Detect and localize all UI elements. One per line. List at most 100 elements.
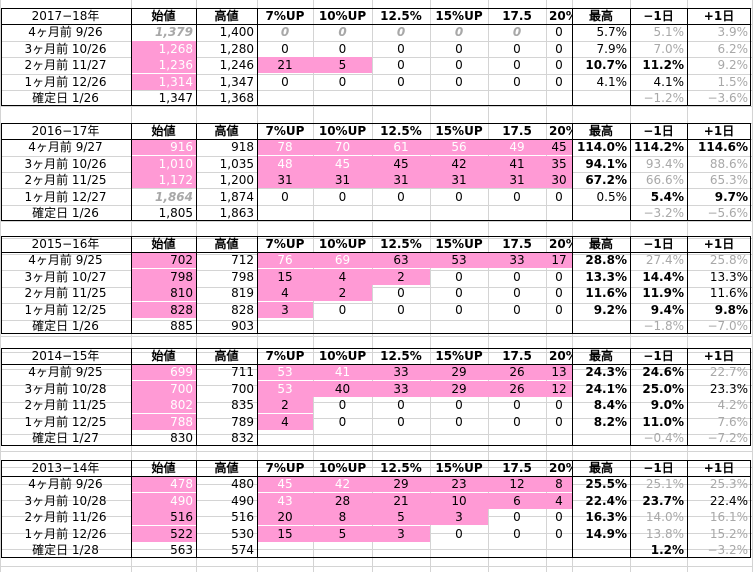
high-value[interactable]: 1,246 bbox=[219, 58, 254, 72]
pct-up-value[interactable]: 5 bbox=[313, 57, 372, 73]
pct-up-value[interactable]: 0 bbox=[555, 398, 563, 412]
max-value[interactable]: 7.9% bbox=[596, 42, 628, 56]
pct-up-value[interactable]: 15 bbox=[257, 269, 313, 285]
pct-up-value[interactable]: 49 bbox=[488, 139, 546, 155]
pct-up-value[interactable]: 42 bbox=[430, 156, 488, 172]
pct-up-value[interactable]: 0 bbox=[555, 190, 563, 204]
start-value[interactable]: 522 bbox=[131, 526, 196, 542]
high-value[interactable]: 700 bbox=[231, 382, 254, 396]
row-label[interactable]: 4ヶ月前 9/26 bbox=[28, 25, 103, 39]
pct-up-value[interactable]: 0 bbox=[338, 42, 347, 56]
plus1-value[interactable]: 23.3% bbox=[709, 382, 748, 396]
confirm-minus1[interactable]: −1.8% bbox=[643, 319, 684, 333]
max-value[interactable]: 67.2% bbox=[585, 173, 627, 187]
confirm-minus1[interactable]: −1.2% bbox=[643, 91, 684, 105]
pct-up-value[interactable]: 0 bbox=[513, 270, 521, 284]
pct-up-value[interactable]: 41 bbox=[313, 364, 372, 380]
confirm-start[interactable]: 885 bbox=[170, 319, 193, 333]
pct-up-value[interactable]: 2 bbox=[257, 397, 313, 413]
high-value[interactable]: 711 bbox=[231, 365, 254, 379]
pct-up-value[interactable]: 0 bbox=[455, 527, 463, 541]
plus1-value[interactable]: 9.7% bbox=[714, 190, 748, 204]
row-label[interactable]: 3ヶ月前 10/26 bbox=[24, 157, 107, 171]
plus1-value[interactable]: 22.4% bbox=[709, 494, 748, 508]
pct-up-value[interactable]: 0 bbox=[555, 510, 563, 524]
max-value[interactable]: 14.9% bbox=[585, 527, 627, 541]
pct-up-value[interactable]: 17 bbox=[546, 252, 572, 268]
plus1-value[interactable]: 9.8% bbox=[714, 303, 748, 317]
plus1-value[interactable]: 1.5% bbox=[717, 75, 749, 89]
confirm-minus1[interactable]: −0.4% bbox=[643, 431, 684, 445]
pct-up-value[interactable]: 4 bbox=[546, 493, 572, 509]
confirm-high[interactable]: 574 bbox=[231, 543, 254, 557]
pct-up-value[interactable]: 0 bbox=[454, 25, 464, 39]
minus1-value[interactable]: 5.1% bbox=[653, 25, 685, 39]
pct-up-value[interactable]: 0 bbox=[555, 286, 563, 300]
pct-up-value[interactable]: 6 bbox=[488, 493, 546, 509]
row-label[interactable]: 2ヶ月前 11/25 bbox=[24, 398, 107, 412]
start-value[interactable]: 1,268 bbox=[131, 41, 196, 57]
max-value[interactable]: 22.4% bbox=[585, 494, 627, 508]
pct-up-value[interactable]: 0 bbox=[455, 58, 463, 72]
row-label[interactable]: 1ヶ月前 12/27 bbox=[24, 190, 107, 204]
pct-up-value[interactable]: 70 bbox=[313, 139, 372, 155]
high-value[interactable]: 712 bbox=[231, 253, 254, 267]
pct-up-value[interactable]: 21 bbox=[372, 493, 430, 509]
row-label[interactable]: 2ヶ月前 11/27 bbox=[24, 58, 107, 72]
confirm-start[interactable]: 563 bbox=[170, 543, 193, 557]
plus1-value[interactable]: 13.3% bbox=[709, 270, 748, 284]
plus1-value[interactable]: 65.3% bbox=[709, 173, 748, 187]
confirm-plus1[interactable]: −7.2% bbox=[707, 431, 748, 445]
high-value[interactable]: 835 bbox=[231, 398, 254, 412]
pct-up-value[interactable]: 45 bbox=[313, 156, 372, 172]
start-value[interactable]: 1,314 bbox=[131, 74, 196, 90]
pct-up-value[interactable]: 48 bbox=[257, 156, 313, 172]
pct-up-value[interactable]: 5 bbox=[313, 526, 372, 542]
max-value[interactable]: 11.6% bbox=[585, 286, 627, 300]
start-value[interactable]: 699 bbox=[131, 364, 196, 380]
plus1-value[interactable]: 9.2% bbox=[717, 58, 749, 72]
pct-up-value[interactable]: 0 bbox=[555, 25, 563, 39]
pct-up-value[interactable]: 28 bbox=[313, 493, 372, 509]
pct-up-value[interactable]: 78 bbox=[257, 139, 313, 155]
pct-up-value[interactable]: 0 bbox=[397, 286, 405, 300]
pct-up-value[interactable]: 5 bbox=[372, 509, 430, 525]
start-value[interactable]: 810 bbox=[131, 285, 196, 301]
pct-up-value[interactable]: 33 bbox=[488, 252, 546, 268]
max-value[interactable]: 16.3% bbox=[585, 510, 627, 524]
pct-up-value[interactable]: 3 bbox=[430, 509, 488, 525]
high-value[interactable]: 1,400 bbox=[219, 25, 254, 39]
start-value[interactable]: 828 bbox=[131, 302, 196, 318]
high-value[interactable]: 798 bbox=[231, 270, 254, 284]
pct-up-value[interactable]: 53 bbox=[257, 381, 313, 397]
minus1-value[interactable]: 14.0% bbox=[645, 510, 684, 524]
high-value[interactable]: 490 bbox=[231, 494, 254, 508]
pct-up-value[interactable]: 31 bbox=[313, 172, 372, 188]
high-value[interactable]: 1,200 bbox=[219, 173, 254, 187]
start-value[interactable]: 916 bbox=[131, 139, 196, 155]
confirm-plus1[interactable]: −7.0% bbox=[707, 319, 748, 333]
minus1-value[interactable]: 114.2% bbox=[634, 140, 684, 154]
pct-up-value[interactable]: 0 bbox=[338, 303, 347, 317]
minus1-value[interactable]: 11.2% bbox=[642, 58, 684, 72]
high-value[interactable]: 516 bbox=[231, 510, 254, 524]
pct-up-value[interactable]: 40 bbox=[313, 381, 372, 397]
start-value[interactable]: 798 bbox=[131, 269, 196, 285]
pct-up-value[interactable]: 0 bbox=[338, 398, 347, 412]
row-label[interactable]: 3ヶ月前 10/26 bbox=[24, 42, 107, 56]
minus1-value[interactable]: 14.4% bbox=[642, 270, 684, 284]
row-label[interactable]: 4ヶ月前 9/26 bbox=[28, 477, 103, 491]
minus1-value[interactable]: 25.0% bbox=[642, 382, 684, 396]
minus1-value[interactable]: 93.4% bbox=[645, 157, 684, 171]
start-value[interactable]: 702 bbox=[131, 252, 196, 268]
pct-up-value[interactable]: 0 bbox=[513, 190, 521, 204]
pct-up-value[interactable]: 0 bbox=[397, 75, 405, 89]
pct-up-value[interactable]: 33 bbox=[372, 364, 430, 380]
start-value[interactable]: 1,864 bbox=[155, 190, 193, 204]
confirm-label[interactable]: 確定日 1/26 bbox=[32, 319, 99, 333]
pct-up-value[interactable]: 42 bbox=[313, 476, 372, 492]
pct-up-value[interactable]: 0 bbox=[513, 286, 521, 300]
pct-up-value[interactable]: 12 bbox=[488, 476, 546, 492]
minus1-value[interactable]: 9.4% bbox=[650, 303, 684, 317]
max-value[interactable]: 114.0% bbox=[577, 140, 627, 154]
